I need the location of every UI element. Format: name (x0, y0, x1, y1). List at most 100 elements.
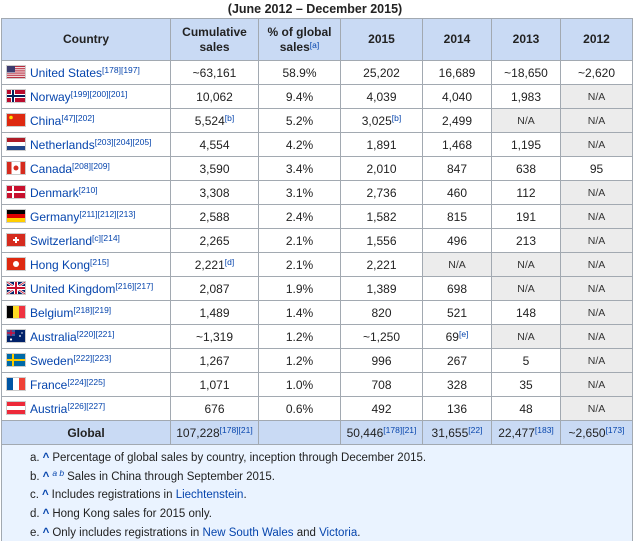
data-cell: 1,556 (340, 228, 423, 253)
reference[interactable]: [211][212][213] (79, 209, 136, 219)
reference[interactable]: [47][202] (61, 113, 95, 123)
country-name[interactable]: United Kingdom (30, 282, 116, 296)
cell-text: 1.2% (285, 329, 314, 344)
country-name[interactable]: Belgium (30, 306, 74, 320)
header-cell: Cumulative sales (170, 18, 259, 61)
country-name[interactable]: Switzerland (30, 234, 93, 248)
header-cell: 2013 (491, 18, 561, 61)
reference[interactable]: [210] (78, 185, 98, 195)
note-link[interactable]: Victoria (319, 526, 358, 539)
data-cell: 2,221[d] (170, 252, 259, 277)
country-name[interactable]: Canada (30, 162, 73, 176)
reference[interactable]: [222][223] (73, 353, 112, 363)
country-name[interactable]: Denmark (30, 186, 79, 200)
data-cell: N/A (560, 396, 633, 421)
note-caret[interactable]: ^ (42, 470, 50, 483)
flag (6, 161, 26, 175)
country-name[interactable]: Norway (30, 90, 71, 104)
note-caret[interactable]: ^ (42, 526, 50, 539)
reference[interactable]: [215] (90, 257, 109, 267)
reference[interactable]: [b] (391, 112, 402, 123)
cell-text: N/A (517, 282, 535, 295)
country-cell: Switzerland[c][214] (1, 228, 171, 253)
cell-text: N/A (587, 90, 606, 103)
reference[interactable]: [183] (534, 424, 554, 435)
data-cell: 16,689 (422, 60, 492, 85)
note-link[interactable]: Liechtenstein (175, 489, 244, 502)
data-cell: 1.2% (258, 324, 341, 349)
cell-text: 4.2% (285, 137, 314, 152)
cell-text: N/A (517, 330, 535, 343)
data-cell: N/A (560, 180, 633, 205)
reference[interactable]: [b] (224, 112, 235, 123)
data-cell: 3,025[b] (340, 108, 423, 133)
cell-text: 213 (515, 233, 537, 248)
data-cell: N/A (560, 276, 633, 301)
global-row: Global 107,228[178][21] 50,446[178][21] 31,… (1, 420, 633, 445)
country-name[interactable]: Netherlands (30, 138, 95, 152)
cell-text: 460 (446, 185, 468, 200)
country-name[interactable]: Germany (30, 210, 80, 224)
reference[interactable]: [218][219] (73, 305, 112, 315)
data-cell: N/A (560, 228, 633, 253)
note-backrefs[interactable]: a b (52, 467, 65, 478)
cell-text: 2,499 (441, 113, 473, 128)
note-text: and (293, 526, 320, 539)
data-cell: 1,582 (340, 204, 423, 229)
reference[interactable]: [199][200][201] (70, 89, 128, 99)
reference[interactable]: [a] (309, 39, 320, 50)
cell-text: 996 (371, 353, 392, 368)
data-cell: 31,655[22] (422, 420, 492, 445)
country-name[interactable]: Hong Kong (30, 258, 91, 272)
reference[interactable]: [203][204][205] (94, 137, 152, 147)
reference[interactable]: [c][214] (92, 233, 120, 243)
global-label-cell: Global (1, 420, 171, 445)
reference[interactable]: [178][21] (219, 424, 253, 435)
reference[interactable]: [e] (458, 328, 469, 339)
cell-text: ~1,319 (195, 329, 234, 344)
cell-text: 1,468 (441, 137, 473, 152)
cell-text: 107,228 (176, 425, 220, 440)
flag (6, 377, 26, 391)
reference[interactable]: [178][197] (102, 65, 140, 75)
reference[interactable]: [208][209] (72, 161, 110, 171)
reference[interactable]: [220][221] (76, 329, 115, 339)
data-cell: 2.1% (258, 228, 341, 253)
reference[interactable]: [d] (224, 256, 235, 267)
note-caret[interactable]: ^ (41, 489, 49, 502)
country-cell: Denmark[210] (1, 180, 171, 205)
data-cell: 2,087 (170, 276, 259, 301)
country-name[interactable]: France (30, 378, 68, 392)
reference[interactable]: [226][227] (67, 401, 106, 411)
reference[interactable]: [173] (605, 424, 625, 435)
country-name[interactable]: United States (30, 66, 103, 80)
table-row: Austria[226][227] 676 0.6% 492 136 48 N/A (1, 396, 633, 421)
cell-text: 2.4% (285, 209, 314, 224)
note-caret[interactable]: ^ (42, 508, 50, 521)
country-name[interactable]: Australia (30, 330, 77, 344)
note: e. ^ Only includes registrations in New So… (30, 524, 632, 541)
cell-text: 191 (515, 209, 537, 224)
reference[interactable]: [178][21] (383, 424, 417, 435)
note-caret[interactable]: ^ (42, 452, 50, 464)
data-cell: 1,468 (422, 132, 492, 157)
header-cell: 2012 (560, 18, 633, 61)
cell-text: 48 (519, 401, 533, 416)
cell-text: 2,736 (366, 185, 397, 200)
data-cell: 1,389 (340, 276, 423, 301)
country-cell: United States[178][197] (1, 60, 171, 85)
note-link[interactable]: New South Wales (202, 526, 294, 539)
country-name[interactable]: Austria (30, 402, 68, 416)
country-name[interactable]: Sweden (30, 354, 74, 368)
country-name[interactable]: China (30, 114, 62, 128)
note: d. ^ Hong Kong sales for 2015 only. (30, 505, 632, 524)
cell-text: 267 (446, 353, 468, 368)
header-row: Country Cumulative sales % of global sales… (1, 18, 633, 61)
reference[interactable]: [216][217] (115, 281, 154, 291)
cell-text: 95 (589, 161, 604, 176)
cell-text: Country (63, 32, 109, 46)
reference[interactable]: [22] (468, 424, 483, 435)
flag (6, 185, 26, 199)
reference[interactable]: [224][225] (67, 377, 106, 387)
cell-text: 50,446 (346, 425, 384, 440)
